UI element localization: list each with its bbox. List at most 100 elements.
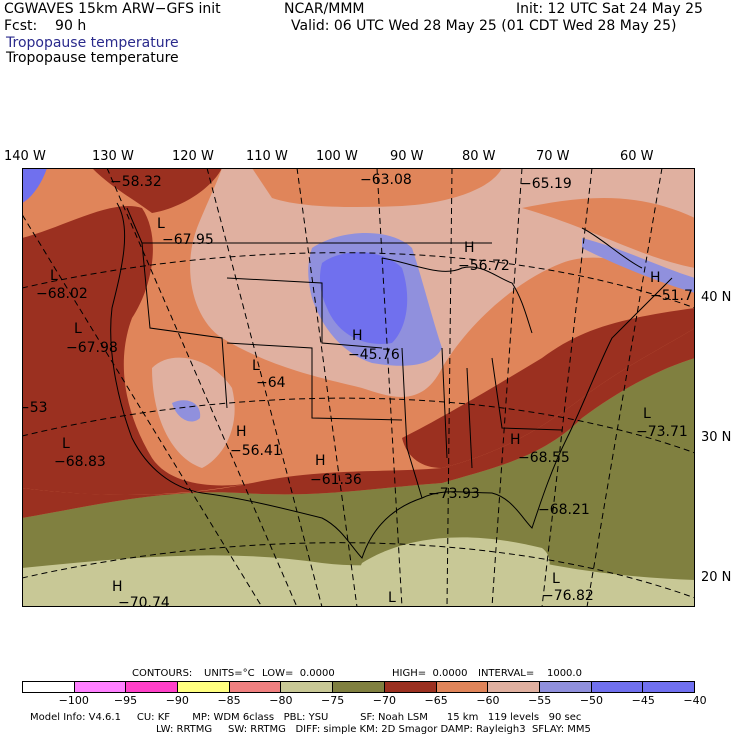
system-label: −65.19	[520, 176, 572, 192]
lat-label: 30 N	[701, 430, 732, 445]
colorbar-swatch	[23, 682, 75, 692]
lon-label: 130 W	[92, 149, 134, 164]
map-frame	[22, 168, 695, 607]
colorbar-tick-label: −100	[58, 694, 89, 707]
system-label: −67.95	[162, 232, 214, 248]
contours-label: CONTOURS:	[132, 668, 193, 679]
shade-minus60-north	[252, 168, 502, 208]
system-label: −63.08	[360, 172, 412, 188]
colorbar-swatch	[643, 682, 694, 692]
lon-label: 120 W	[172, 149, 214, 164]
system-label: −45.76	[348, 347, 400, 363]
shade-minus45-nw	[22, 168, 47, 203]
system-type: L	[388, 590, 396, 606]
lon-label: 100 W	[316, 149, 358, 164]
shade-minus50-ne	[582, 238, 695, 293]
lon-label: 70 W	[536, 149, 570, 164]
lon-label: 90 W	[390, 149, 424, 164]
system-label: −56.72	[458, 258, 510, 274]
system-label: −68.83	[54, 454, 106, 470]
system-label: −73.93	[428, 486, 480, 502]
contours-low: LOW= 0.0000	[262, 668, 335, 679]
system-type: H	[510, 432, 521, 448]
shaded-field-title: Tropopause temperature	[6, 35, 179, 51]
system-label: −51.7	[650, 288, 693, 304]
system-type: H	[352, 328, 363, 344]
colorbar-swatch	[281, 682, 334, 692]
shade-minus65-south	[22, 328, 695, 518]
colorbar-tick-label: −50	[579, 694, 604, 707]
model-title: CGWAVES 15km ARW−GFS init	[4, 1, 221, 17]
shade-minus75-gulf	[342, 537, 550, 607]
colorbar-swatch	[74, 682, 127, 692]
system-label: −73.71	[636, 424, 688, 440]
lat-label: 20 N	[701, 570, 732, 585]
forecast-hour: Fcst: 90 h	[4, 18, 87, 34]
colorbar-tick-label: −75	[321, 694, 345, 707]
colorbar-swatch	[178, 682, 230, 692]
system-type: L	[643, 406, 651, 422]
lon-label: 140 W	[4, 149, 46, 164]
valid-time: Valid: 06 UTC Wed 28 May 25 (01 CDT Wed …	[291, 18, 677, 34]
colorbar-tick-label: −40	[683, 694, 707, 707]
colorbar-tick-label: −90	[165, 694, 189, 707]
system-type: L	[50, 268, 58, 284]
shade-minus60-ne	[522, 198, 695, 268]
colorbar-ticks: −100 −95 −90 −85 −80 −75 −70 −65 −60 −55 −50 −45 −40…	[22, 694, 707, 707]
system-label: −68.55	[518, 450, 570, 466]
shade-minus50-sw	[172, 400, 201, 422]
colorbar-swatch	[488, 682, 540, 692]
colorbar-swatch	[333, 682, 385, 692]
contours-high: HIGH= 0.0000	[392, 668, 468, 679]
map-labels: −58.32 L −67.95 L −68.02 L −67.98 L −64 …	[22, 172, 693, 607]
system-label: −61.36	[310, 472, 362, 488]
colorbar-tick-label: −85	[217, 694, 241, 707]
system-label: −56.41	[230, 443, 282, 459]
colorbar-swatch	[229, 682, 282, 692]
system-type: H	[236, 424, 247, 440]
colorbar	[22, 681, 695, 693]
system-type: L	[74, 321, 82, 337]
system-label: −64	[256, 375, 286, 391]
lat-label: 40 N	[701, 290, 732, 305]
system-label: −68.02	[36, 286, 88, 302]
colorbar-tick-label: −55	[528, 694, 552, 707]
system-type: L	[252, 358, 260, 374]
system-label: −67.98	[66, 340, 118, 356]
shade-minus65-west	[22, 205, 252, 495]
shade-minus55	[190, 168, 695, 397]
system-type: H	[112, 579, 123, 595]
colorbar-swatch	[436, 682, 489, 692]
system-label: −76.82	[542, 588, 594, 604]
shade-minus65-se	[402, 308, 695, 468]
graticule	[22, 168, 695, 607]
system-label: −53	[22, 400, 48, 416]
colorbar-tick-label: −70	[372, 694, 396, 707]
organization-label: NCAR/MMM	[284, 1, 365, 17]
model-info: Model Info: V4.6.1 CU: KF MP: WDM 6class…	[30, 712, 582, 723]
colorbar-tick-label: −95	[113, 694, 138, 707]
init-time: Init: 12 UTC Sat 24 May 25	[516, 1, 703, 17]
system-label: −58.32	[110, 174, 162, 190]
colorbar-tick-label: −80	[269, 694, 293, 707]
contour-field-title: Tropopause temperature	[6, 50, 179, 66]
colorbar-tick-label: −60	[476, 694, 500, 707]
contours-interval: INTERVAL= 1000.0	[478, 668, 582, 679]
lon-label: 110 W	[246, 149, 288, 164]
colorbar-swatch	[126, 682, 179, 692]
system-type: H	[650, 270, 661, 286]
boundaries	[110, 202, 673, 559]
system-type: H	[464, 240, 475, 256]
shade-minus65-nw	[92, 168, 222, 213]
colorbar-swatch	[591, 682, 644, 692]
system-type: L	[62, 436, 70, 452]
system-type: L	[552, 571, 560, 587]
colorbar-tick-label: −45	[631, 694, 655, 707]
system-label: −68.21	[538, 502, 590, 518]
contours-units: UNITS=°C	[204, 668, 255, 679]
physics-info: LW: RRTMG SW: RRTMG DIFF: simple KM: 2D …	[156, 724, 591, 735]
lon-label: 80 W	[462, 149, 496, 164]
lon-label: 60 W	[620, 149, 654, 164]
colorbar-swatch	[384, 682, 437, 692]
colorbar-tick-label: −65	[424, 694, 448, 707]
